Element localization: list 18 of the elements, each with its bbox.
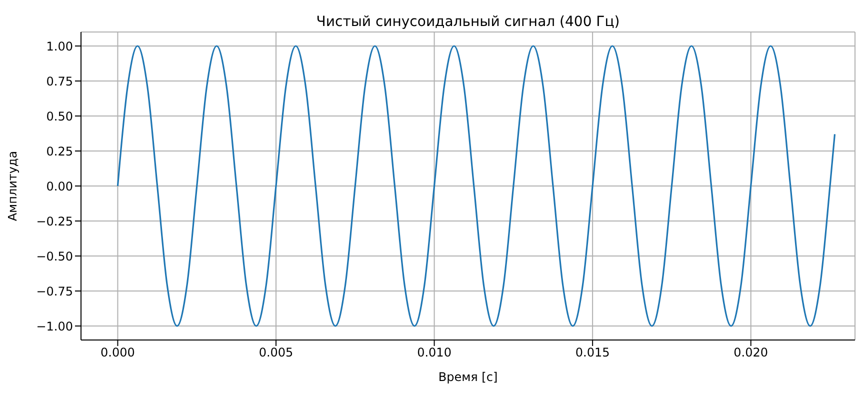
y-axis-title: Амплитуда xyxy=(5,150,20,222)
x-tick-label: 0.000 xyxy=(100,346,135,360)
y-tick-label: −0.50 xyxy=(36,249,73,264)
line-series xyxy=(116,45,836,327)
y-tick-label: 1.00 xyxy=(46,39,73,54)
y-tick-label: 0.75 xyxy=(46,74,73,88)
y-tick-label: 0.50 xyxy=(46,109,73,124)
y-tick-label: −1.00 xyxy=(36,319,73,334)
y-tick-label: −0.75 xyxy=(36,284,73,298)
x-tick-label: 0.005 xyxy=(258,346,294,360)
y-tick-label: 0.25 xyxy=(46,144,73,158)
x-axis-title: Время [с] xyxy=(438,370,498,384)
y-tick-label: −0.25 xyxy=(36,214,73,228)
x-tick-label: 0.020 xyxy=(734,346,768,360)
x-tick-label: 0.010 xyxy=(417,346,452,360)
x-tick-label: 0.015 xyxy=(575,346,610,360)
y-tick-label: 0.00 xyxy=(46,179,73,194)
chart-title: Чистый синусоидальный сигнал (400 Гц) xyxy=(315,14,621,30)
